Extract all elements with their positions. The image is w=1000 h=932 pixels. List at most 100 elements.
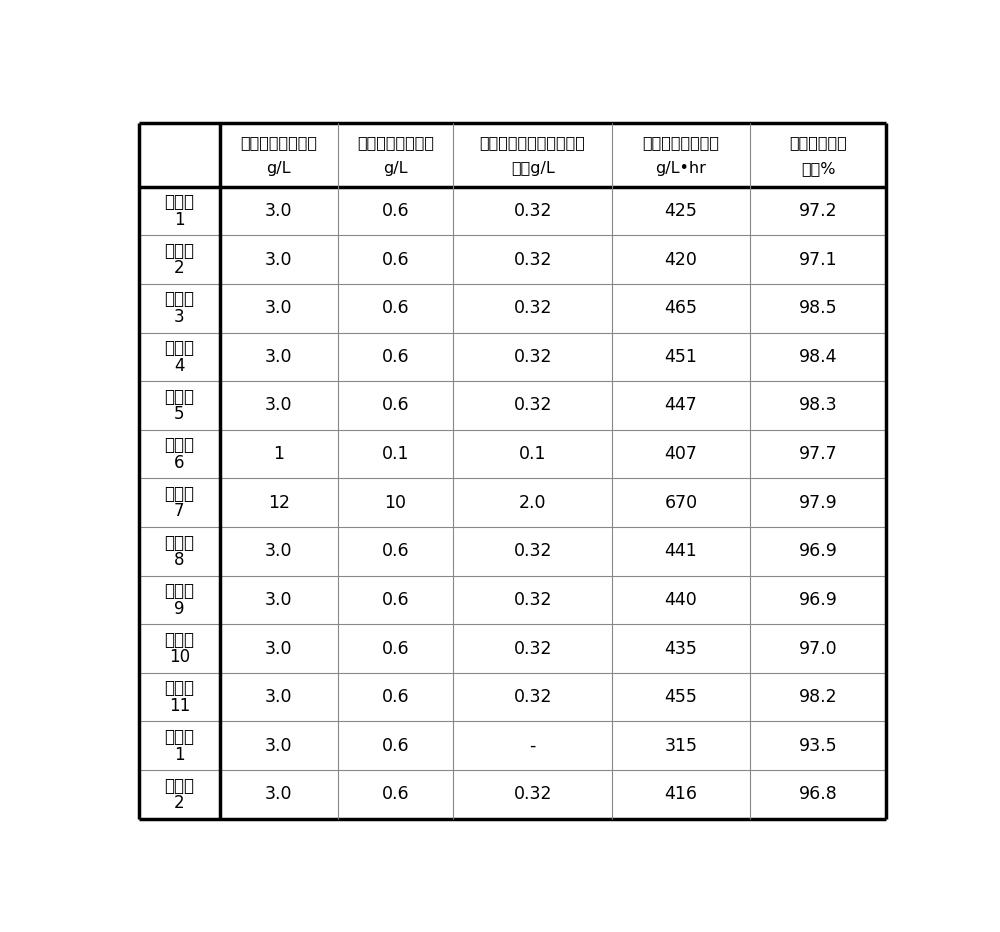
Text: 0.6: 0.6 (382, 639, 409, 658)
Text: 催化剂中树枝状大分子含: 催化剂中树枝状大分子含 (480, 135, 586, 151)
Text: 425: 425 (665, 202, 697, 220)
Text: 0.32: 0.32 (513, 786, 552, 803)
Text: 3.0: 3.0 (265, 251, 292, 268)
Text: 3.0: 3.0 (265, 591, 292, 609)
Text: 416: 416 (664, 786, 697, 803)
Text: 量，g/L: 量，g/L (511, 161, 555, 176)
Text: 比较例: 比较例 (164, 776, 194, 795)
Text: 97.0: 97.0 (799, 639, 837, 658)
Text: 0.6: 0.6 (382, 737, 409, 755)
Text: 0.1: 0.1 (382, 445, 409, 463)
Text: 1: 1 (174, 211, 185, 228)
Text: 3.0: 3.0 (265, 202, 292, 220)
Text: 465: 465 (664, 299, 697, 317)
Text: 0.32: 0.32 (513, 396, 552, 415)
Text: 98.5: 98.5 (799, 299, 837, 317)
Text: 447: 447 (665, 396, 697, 415)
Text: 0.6: 0.6 (382, 348, 409, 366)
Text: g/L•hr: g/L•hr (656, 161, 706, 176)
Text: 435: 435 (665, 639, 697, 658)
Text: 315: 315 (664, 737, 697, 755)
Text: 催化剂的选择: 催化剂的选择 (789, 135, 847, 151)
Text: 实施例: 实施例 (164, 582, 194, 600)
Text: 3.0: 3.0 (265, 688, 292, 706)
Text: 4: 4 (174, 357, 185, 375)
Text: 93.5: 93.5 (799, 737, 837, 755)
Text: 7: 7 (174, 502, 185, 520)
Text: 3.0: 3.0 (265, 786, 292, 803)
Text: 5: 5 (174, 405, 185, 423)
Text: 实施例: 实施例 (164, 339, 194, 357)
Text: 97.2: 97.2 (799, 202, 837, 220)
Text: g/L: g/L (266, 161, 291, 176)
Text: 6: 6 (174, 454, 185, 472)
Text: 0.32: 0.32 (513, 348, 552, 366)
Text: 0.32: 0.32 (513, 639, 552, 658)
Text: 3: 3 (174, 308, 185, 326)
Text: 实施例: 实施例 (164, 631, 194, 649)
Text: 3.0: 3.0 (265, 299, 292, 317)
Text: 0.32: 0.32 (513, 542, 552, 560)
Text: 性，%: 性，% (801, 161, 835, 176)
Text: 实施例: 实施例 (164, 679, 194, 697)
Text: 455: 455 (665, 688, 697, 706)
Text: 97.7: 97.7 (799, 445, 837, 463)
Text: 实施例: 实施例 (164, 193, 194, 212)
Text: 0.32: 0.32 (513, 299, 552, 317)
Text: 实施例: 实施例 (164, 291, 194, 308)
Text: 催化剂中钯含量，: 催化剂中钯含量， (240, 135, 317, 151)
Text: 96.8: 96.8 (799, 786, 837, 803)
Text: 0.6: 0.6 (382, 202, 409, 220)
Text: 3.0: 3.0 (265, 639, 292, 658)
Text: 3.0: 3.0 (265, 396, 292, 415)
Text: 实施例: 实施例 (164, 533, 194, 552)
Text: 440: 440 (665, 591, 697, 609)
Text: 实施例: 实施例 (164, 436, 194, 454)
Text: 9: 9 (174, 599, 185, 618)
Text: 1: 1 (273, 445, 284, 463)
Text: 实施例: 实施例 (164, 485, 194, 503)
Text: 0.32: 0.32 (513, 251, 552, 268)
Text: 0.6: 0.6 (382, 591, 409, 609)
Text: 420: 420 (665, 251, 697, 268)
Text: 10: 10 (385, 494, 407, 512)
Text: 0.32: 0.32 (513, 591, 552, 609)
Text: 0.1: 0.1 (519, 445, 546, 463)
Text: 0.6: 0.6 (382, 396, 409, 415)
Text: 0.6: 0.6 (382, 542, 409, 560)
Text: 0.6: 0.6 (382, 299, 409, 317)
Text: 407: 407 (665, 445, 697, 463)
Text: 0.6: 0.6 (382, 786, 409, 803)
Text: 97.1: 97.1 (799, 251, 837, 268)
Text: 96.9: 96.9 (799, 591, 838, 609)
Text: 3.0: 3.0 (265, 737, 292, 755)
Text: 98.2: 98.2 (799, 688, 837, 706)
Text: 98.4: 98.4 (799, 348, 837, 366)
Text: 12: 12 (268, 494, 290, 512)
Text: 1: 1 (174, 746, 185, 763)
Text: 比较例: 比较例 (164, 728, 194, 746)
Text: 实施例: 实施例 (164, 241, 194, 260)
Text: 0.32: 0.32 (513, 202, 552, 220)
Text: 11: 11 (169, 697, 190, 715)
Text: 3.0: 3.0 (265, 542, 292, 560)
Text: 2: 2 (174, 794, 185, 812)
Text: 8: 8 (174, 551, 185, 569)
Text: 10: 10 (169, 649, 190, 666)
Text: -: - (529, 737, 536, 755)
Text: g/L: g/L (383, 161, 408, 176)
Text: 实施例: 实施例 (164, 388, 194, 405)
Text: 2.0: 2.0 (519, 494, 546, 512)
Text: 0.6: 0.6 (382, 251, 409, 268)
Text: 3.0: 3.0 (265, 348, 292, 366)
Text: 98.3: 98.3 (799, 396, 837, 415)
Text: 97.9: 97.9 (799, 494, 837, 512)
Text: 0.6: 0.6 (382, 688, 409, 706)
Text: 2: 2 (174, 259, 185, 278)
Text: 451: 451 (665, 348, 697, 366)
Text: 670: 670 (664, 494, 698, 512)
Text: 0.32: 0.32 (513, 688, 552, 706)
Text: 催化剂空时收率，: 催化剂空时收率， (642, 135, 719, 151)
Text: 441: 441 (665, 542, 697, 560)
Text: 96.9: 96.9 (799, 542, 838, 560)
